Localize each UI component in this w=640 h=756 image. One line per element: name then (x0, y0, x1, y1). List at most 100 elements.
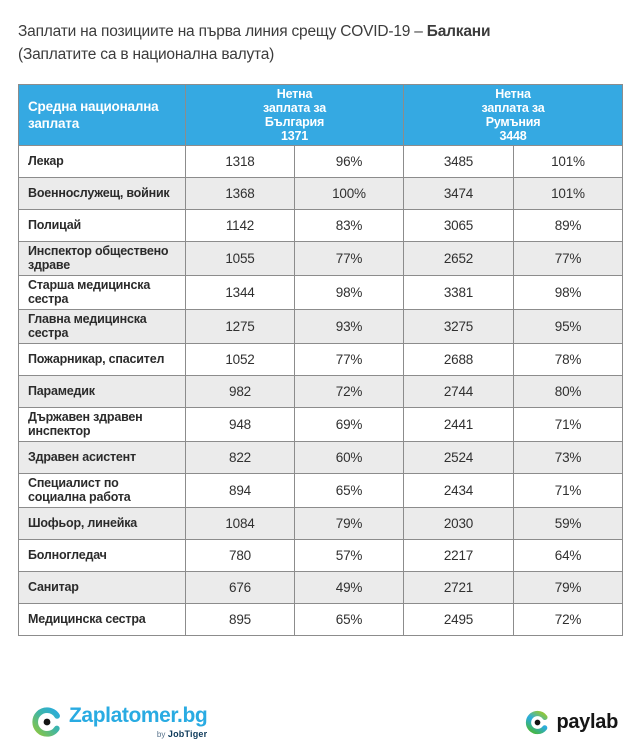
job-label: Пожарникар, спасител (18, 343, 186, 376)
job-label: Военнослужещ, войник (18, 177, 186, 210)
page-subtitle: (Заплатите са в национална валута) (18, 46, 275, 63)
ro-salary: 3485 (403, 145, 514, 178)
byline-by: by (156, 730, 166, 739)
salary-table: Средна национална заплата Нетна заплата … (18, 84, 623, 636)
bg-percent: 72% (294, 375, 404, 408)
zaplatomer-byline: by JobTiger (69, 729, 207, 740)
bg-percent: 77% (294, 241, 404, 276)
ro-percent: 101% (513, 177, 623, 210)
bg-percent: 79% (294, 507, 404, 540)
ro-salary: 2495 (403, 603, 514, 636)
ro-percent: 95% (513, 309, 623, 344)
job-label: Шофьор, линейка (18, 507, 186, 540)
bg-percent: 65% (294, 473, 404, 508)
bg-salary: 1055 (185, 241, 295, 276)
header-row: Средна национална заплата Нетна заплата … (18, 84, 623, 146)
bg-salary: 676 (185, 571, 295, 604)
ro-salary: 2721 (403, 571, 514, 604)
table-row: Лекар 1318 96% 3485 101% (18, 145, 623, 178)
page-title: Заплати на позициите на първа линия срещ… (18, 20, 622, 43)
ro-percent: 79% (513, 571, 623, 604)
job-label: Здравен асистент (18, 441, 186, 474)
byline-jobtiger: JobTiger (167, 729, 208, 739)
job-label: Старша медицинска сестра (18, 275, 186, 310)
bg-salary: 780 (185, 539, 295, 572)
bg-percent: 77% (294, 343, 404, 376)
paylab-brand-text: paylab (556, 711, 618, 733)
zaplatomer-logo: Zaplatomer.bg by JobTiger (30, 704, 208, 740)
footer: Zaplatomer.bg by JobTiger paylab (0, 694, 640, 756)
table-row: Парамедик 982 72% 2744 80% (18, 375, 623, 408)
page-title-main: Заплати на позициите на първа линия срещ… (18, 23, 427, 40)
ro-percent: 71% (513, 407, 623, 442)
ro-percent: 71% (513, 473, 623, 508)
job-label: Главна медицинска сестра (18, 309, 186, 344)
ro-salary: 2441 (403, 407, 514, 442)
bg-percent: 93% (294, 309, 404, 344)
table-row: Старша медицинска сестра 1344 98% 3381 98% (18, 275, 623, 310)
job-label: Парамедик (18, 375, 186, 408)
bg-salary: 822 (185, 441, 295, 474)
bg-salary: 1275 (185, 309, 295, 344)
table-row: Специалист по социална работа 894 65% 2434 7… (18, 473, 623, 508)
job-label: Болногледач (18, 539, 186, 572)
ro-percent: 77% (513, 241, 623, 276)
table-row: Държавен здравен инспектор 948 69% 2441 71% (18, 407, 623, 442)
ro-salary: 2217 (403, 539, 514, 572)
ro-percent: 73% (513, 441, 623, 474)
ro-salary: 2652 (403, 241, 514, 276)
ro-percent: 78% (513, 343, 623, 376)
header-romania: Нетна заплата за Румъния 3448 (403, 84, 623, 146)
ro-salary: 3474 (403, 177, 514, 210)
bg-salary: 948 (185, 407, 295, 442)
ro-percent: 64% (513, 539, 623, 572)
ro-percent: 101% (513, 145, 623, 178)
ro-salary: 2688 (403, 343, 514, 376)
zaplatomer-brand-text: Zaplatomer.bg (69, 704, 208, 727)
bg-percent: 49% (294, 571, 404, 604)
ro-percent: 72% (513, 603, 623, 636)
bg-salary: 1344 (185, 275, 295, 310)
paylab-ring-icon (526, 710, 550, 735)
ro-salary: 3065 (403, 209, 514, 242)
bg-percent: 100% (294, 177, 404, 210)
job-label: Държавен здравен инспектор (18, 407, 186, 442)
bg-percent: 98% (294, 275, 404, 310)
table-row: Военнослужещ, войник 1368 100% 3474 101% (18, 177, 623, 210)
table-header: Средна национална заплата Нетна заплата … (18, 84, 623, 146)
job-label: Лекар (18, 145, 186, 178)
table-row: Инспектор обществено здраве 1055 77% 2652 77… (18, 241, 623, 276)
bg-percent: 83% (294, 209, 404, 242)
ro-salary: 2524 (403, 441, 514, 474)
bg-salary: 894 (185, 473, 295, 508)
bg-salary: 1142 (185, 209, 295, 242)
ro-percent: 59% (513, 507, 623, 540)
bg-percent: 96% (294, 145, 404, 178)
page-title-region: Балкани (426, 23, 491, 40)
bg-percent: 65% (294, 603, 404, 636)
bg-percent: 60% (294, 441, 404, 474)
ro-salary: 3275 (403, 309, 514, 344)
bg-salary: 1052 (185, 343, 295, 376)
bg-salary: 982 (185, 375, 295, 408)
ro-percent: 89% (513, 209, 623, 242)
bg-salary: 1084 (185, 507, 295, 540)
table-row: Шофьор, линейка 1084 79% 2030 59% (18, 507, 623, 540)
bg-salary: 1318 (185, 145, 295, 178)
job-label: Инспектор обществено здраве (18, 241, 186, 276)
table-row: Полицай 1142 83% 3065 89% (18, 209, 623, 242)
header-bulgaria: Нетна заплата за България 1371 (185, 84, 404, 146)
ro-salary: 2030 (403, 507, 514, 540)
bg-salary: 1368 (185, 177, 295, 210)
table-row: Здравен асистент 822 60% 2524 73% (18, 441, 623, 474)
table-row: Санитар 676 49% 2721 79% (18, 571, 623, 604)
table-row: Пожарникар, спасител 1052 77% 2688 78% (18, 343, 623, 376)
ro-salary: 2434 (403, 473, 514, 508)
bg-salary: 895 (185, 603, 295, 636)
job-label: Специалист по социална работа (18, 473, 186, 508)
ro-percent: 98% (513, 275, 623, 310)
zaplatomer-ring-icon (32, 707, 62, 737)
bg-percent: 57% (294, 539, 404, 572)
table-row: Главна медицинска сестра 1275 93% 3275 95% (18, 309, 623, 344)
